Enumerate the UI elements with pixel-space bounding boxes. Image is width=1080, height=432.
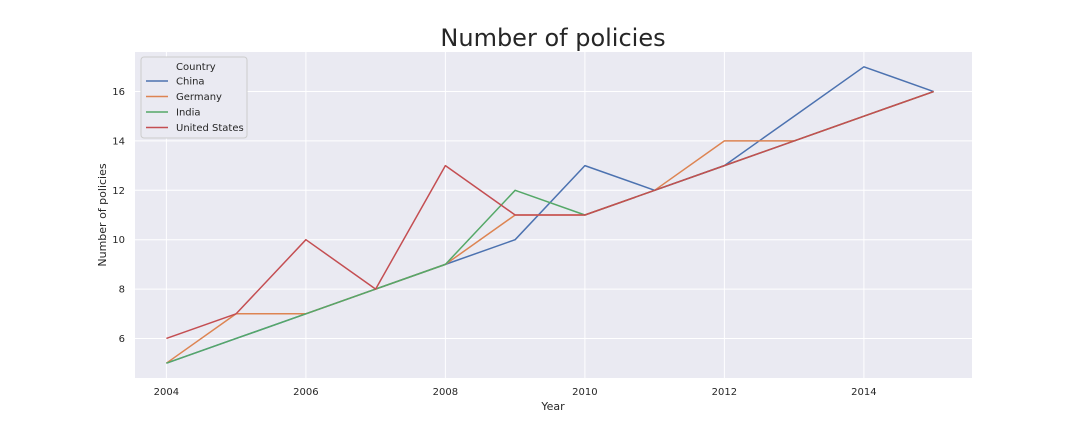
legend: Country China Germany India United States <box>140 56 248 139</box>
legend-title: Country <box>176 62 216 73</box>
x-tick-label: 2004 <box>154 387 179 398</box>
chart-title: Number of policies <box>440 24 665 52</box>
x-tick-label: 2012 <box>712 387 737 398</box>
y-tick-label: 12 <box>112 186 125 197</box>
x-tick-label: 2008 <box>433 387 458 398</box>
x-axis-ticks: 2004 2006 2008 2010 2012 2014 <box>154 387 877 398</box>
x-tick-label: 2006 <box>293 387 318 398</box>
grid-lines <box>135 52 972 378</box>
series-line-united-states <box>166 90 934 340</box>
y-tick-label: 10 <box>112 235 125 246</box>
x-tick-label: 2014 <box>851 387 876 398</box>
y-tick-label: 6 <box>119 334 125 345</box>
legend-item-india: India <box>176 108 201 119</box>
series-lines <box>165 66 934 364</box>
y-tick-label: 14 <box>112 136 125 147</box>
x-tick-label: 2010 <box>572 387 597 398</box>
legend-item-china: China <box>176 77 205 88</box>
y-tick-label: 8 <box>119 285 125 296</box>
legend-item-united-states: United States <box>176 123 244 134</box>
y-tick-label: 16 <box>112 87 125 98</box>
y-axis-label: Number of policies <box>96 163 109 266</box>
legend-item-germany: Germany <box>176 92 222 103</box>
legend-box <box>140 56 248 139</box>
y-axis-ticks: 6 8 10 12 14 16 <box>112 87 125 345</box>
x-axis-label: Year <box>540 400 565 413</box>
